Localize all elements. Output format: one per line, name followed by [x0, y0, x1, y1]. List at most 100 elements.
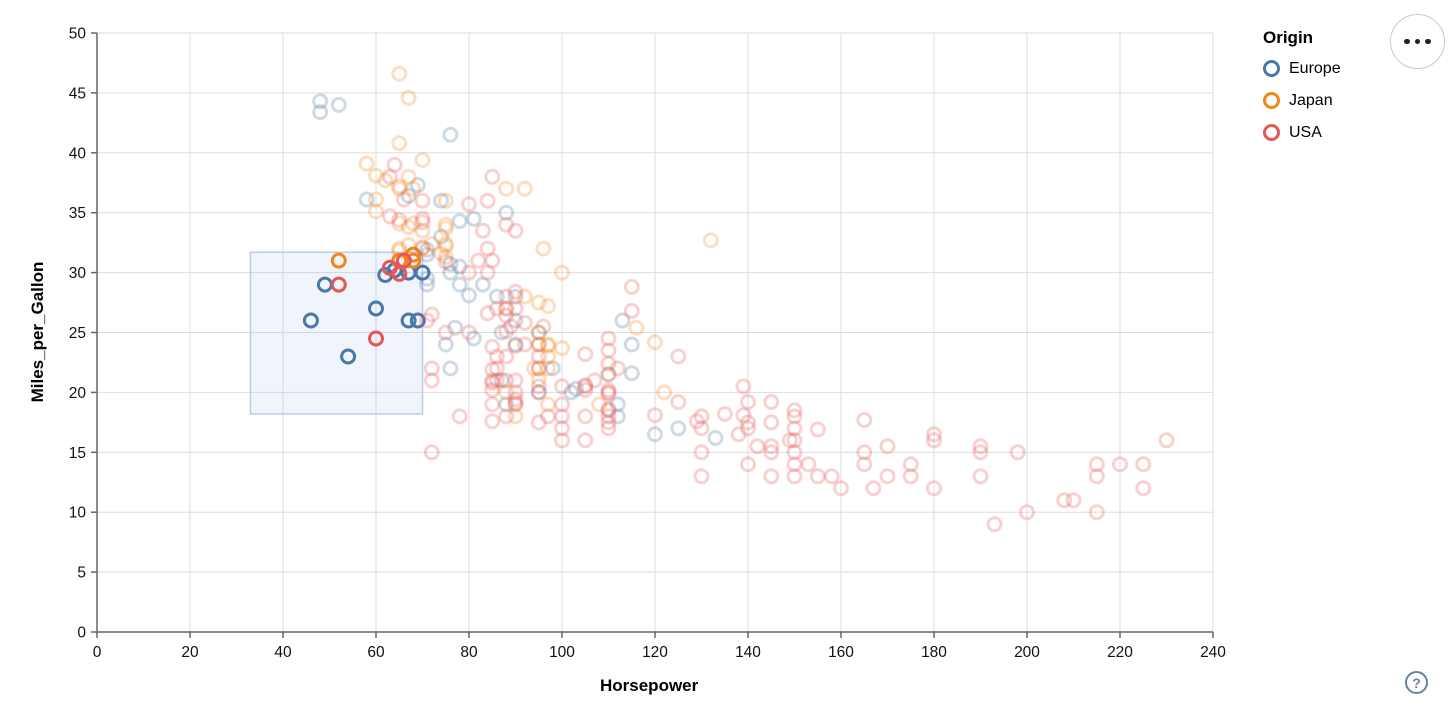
- point-japan[interactable]: [368, 191, 384, 208]
- point-usa[interactable]: [414, 210, 431, 227]
- point-usa[interactable]: [781, 432, 798, 449]
- point-japan[interactable]: [530, 360, 547, 377]
- point-usa[interactable]: [972, 444, 989, 461]
- point-usa[interactable]: [488, 360, 505, 377]
- point-usa[interactable]: [693, 444, 710, 461]
- legend-item-usa[interactable]: USA: [1263, 122, 1341, 143]
- point-usa[interactable]: [498, 408, 515, 425]
- point-europe[interactable]: [302, 312, 319, 329]
- point-usa[interactable]: [972, 468, 989, 485]
- point-japan[interactable]: [437, 238, 454, 255]
- point-japan[interactable]: [391, 215, 408, 232]
- point-usa[interactable]: [530, 414, 547, 431]
- point-usa[interactable]: [735, 378, 752, 395]
- point-japan[interactable]: [540, 336, 556, 353]
- point-usa[interactable]: [479, 192, 496, 209]
- point-europe[interactable]: [433, 192, 450, 209]
- point-japan[interactable]: [600, 366, 617, 383]
- point-usa[interactable]: [391, 265, 408, 282]
- point-usa[interactable]: [623, 302, 640, 319]
- point-usa[interactable]: [865, 480, 882, 497]
- point-japan[interactable]: [414, 240, 431, 257]
- point-europe[interactable]: [368, 300, 384, 317]
- point-europe[interactable]: [358, 191, 375, 208]
- point-usa[interactable]: [809, 421, 826, 438]
- point-usa[interactable]: [577, 378, 594, 395]
- point-europe[interactable]: [419, 241, 436, 258]
- point-japan[interactable]: [405, 180, 422, 197]
- point-usa[interactable]: [856, 456, 873, 473]
- point-japan[interactable]: [391, 178, 408, 195]
- point-europe[interactable]: [707, 429, 724, 446]
- point-usa[interactable]: [437, 253, 454, 270]
- point-europe[interactable]: [609, 396, 626, 413]
- point-europe[interactable]: [474, 276, 491, 293]
- point-usa[interactable]: [1019, 504, 1035, 521]
- point-usa[interactable]: [833, 480, 849, 497]
- point-europe[interactable]: [647, 426, 663, 443]
- point-europe[interactable]: [409, 312, 426, 329]
- point-europe[interactable]: [312, 93, 329, 110]
- point-japan[interactable]: [368, 203, 384, 220]
- point-usa[interactable]: [600, 330, 617, 347]
- point-europe[interactable]: [609, 408, 626, 425]
- point-usa[interactable]: [1158, 432, 1175, 449]
- point-usa[interactable]: [484, 372, 501, 389]
- point-usa[interactable]: [740, 456, 756, 473]
- point-japan[interactable]: [656, 384, 673, 401]
- point-europe[interactable]: [442, 264, 459, 281]
- point-usa[interactable]: [554, 432, 570, 449]
- point-usa[interactable]: [381, 168, 398, 185]
- point-usa[interactable]: [484, 361, 501, 378]
- point-europe[interactable]: [530, 384, 547, 401]
- point-usa[interactable]: [530, 378, 547, 395]
- point-usa[interactable]: [437, 324, 454, 341]
- point-usa[interactable]: [484, 396, 501, 413]
- point-europe[interactable]: [400, 312, 417, 329]
- point-usa[interactable]: [786, 468, 803, 485]
- point-europe[interactable]: [623, 365, 640, 382]
- point-japan[interactable]: [647, 334, 663, 351]
- point-usa[interactable]: [600, 401, 617, 418]
- point-usa[interactable]: [693, 408, 710, 425]
- point-usa[interactable]: [986, 516, 1003, 533]
- point-japan[interactable]: [507, 408, 524, 425]
- point-usa[interactable]: [423, 360, 440, 377]
- point-japan[interactable]: [330, 252, 347, 269]
- point-japan[interactable]: [437, 216, 454, 233]
- point-europe[interactable]: [507, 312, 524, 329]
- point-usa[interactable]: [554, 408, 570, 425]
- point-japan[interactable]: [498, 180, 515, 197]
- point-europe[interactable]: [447, 319, 464, 336]
- point-japan[interactable]: [526, 360, 543, 377]
- point-japan[interactable]: [437, 249, 454, 265]
- point-usa[interactable]: [488, 348, 505, 365]
- point-japan[interactable]: [377, 172, 394, 189]
- point-europe[interactable]: [312, 104, 329, 121]
- point-europe[interactable]: [442, 126, 459, 143]
- point-japan[interactable]: [391, 180, 408, 197]
- point-usa[interactable]: [800, 456, 817, 473]
- point-usa[interactable]: [461, 324, 477, 341]
- point-usa[interactable]: [600, 382, 617, 398]
- point-europe[interactable]: [568, 380, 584, 397]
- point-usa[interactable]: [647, 407, 663, 424]
- point-usa[interactable]: [498, 348, 515, 365]
- point-usa[interactable]: [381, 208, 398, 225]
- point-europe[interactable]: [493, 324, 510, 341]
- point-usa[interactable]: [600, 420, 617, 437]
- point-usa[interactable]: [516, 336, 533, 353]
- point-japan[interactable]: [516, 288, 533, 305]
- point-europe[interactable]: [414, 264, 431, 281]
- point-usa[interactable]: [1056, 492, 1073, 509]
- point-usa[interactable]: [507, 222, 524, 239]
- point-usa[interactable]: [786, 408, 803, 425]
- point-usa[interactable]: [484, 338, 501, 355]
- point-usa[interactable]: [1135, 456, 1152, 473]
- help-button[interactable]: ?: [1405, 671, 1428, 694]
- point-usa[interactable]: [395, 191, 412, 208]
- point-usa[interactable]: [330, 276, 347, 293]
- point-japan[interactable]: [437, 235, 454, 252]
- point-usa[interactable]: [423, 444, 440, 461]
- point-europe[interactable]: [433, 228, 450, 245]
